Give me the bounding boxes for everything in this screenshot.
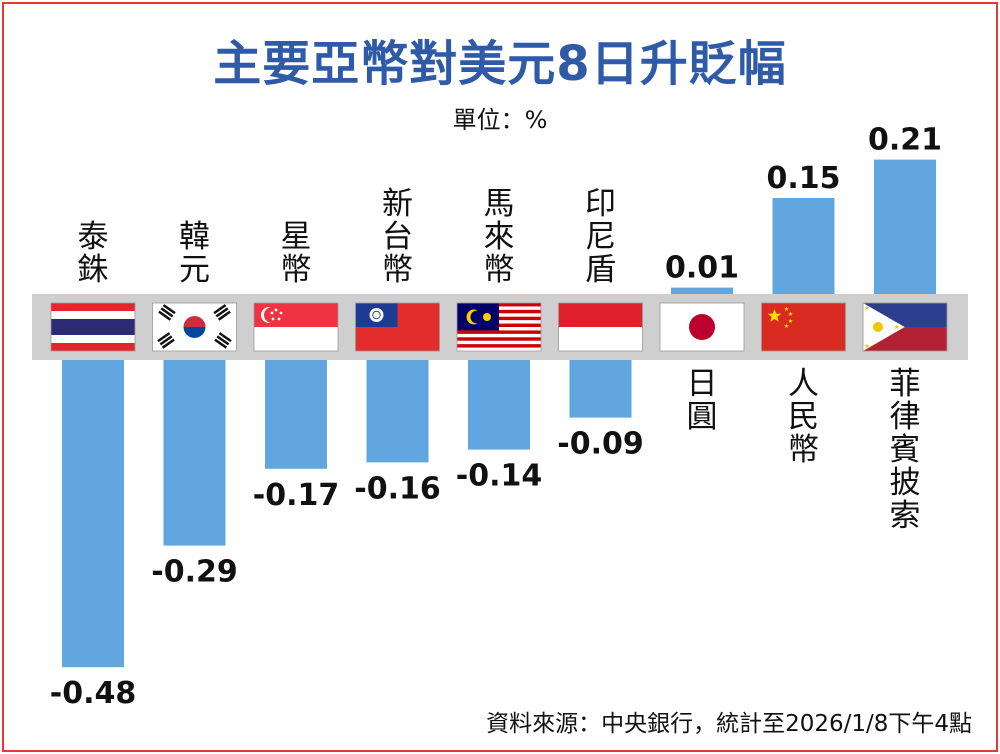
category-label-3: 新台幣 bbox=[382, 186, 413, 288]
chart-title: 主要亞幣對美元8日升貶幅 bbox=[213, 36, 787, 92]
unit-label: 單位：% bbox=[452, 106, 548, 134]
value-label-5: -0.09 bbox=[557, 427, 643, 462]
bar-5 bbox=[569, 360, 632, 418]
source-note: 資料來源：中央銀行，統計至2026/1/8下午4點 bbox=[486, 711, 972, 737]
value-label-0: -0.48 bbox=[50, 676, 136, 711]
category-label-5: 印尼盾 bbox=[585, 186, 616, 288]
category-label-6: 日圓 bbox=[687, 366, 718, 435]
value-label-6: 0.01 bbox=[665, 251, 739, 286]
bar-2 bbox=[265, 360, 327, 469]
japan-flag-icon bbox=[659, 302, 745, 352]
bar-6 bbox=[671, 287, 733, 294]
category-label-1: 韓元 bbox=[179, 219, 210, 288]
category-label-7: 人民幣 bbox=[788, 366, 819, 468]
category-label-2: 星幣 bbox=[281, 219, 312, 288]
bar-1 bbox=[163, 360, 226, 546]
malaysia-flag-icon bbox=[456, 302, 542, 352]
value-label-8: 0.21 bbox=[868, 123, 942, 158]
value-label-3: -0.16 bbox=[354, 471, 440, 506]
bar-0 bbox=[62, 360, 124, 668]
bar-7 bbox=[772, 198, 835, 294]
category-label-0: 泰銖 bbox=[78, 219, 109, 288]
thailand-flag-icon bbox=[50, 302, 136, 352]
category-label-8: 菲律賓披索 bbox=[890, 366, 921, 534]
value-label-7: 0.15 bbox=[766, 161, 840, 196]
china-flag-icon bbox=[761, 302, 846, 352]
south-korea-flag-icon bbox=[152, 302, 237, 352]
bar-4 bbox=[468, 360, 530, 450]
value-label-2: -0.17 bbox=[253, 478, 339, 513]
value-label-1: -0.29 bbox=[151, 555, 237, 590]
bar-8 bbox=[874, 159, 936, 294]
singapore-flag-icon bbox=[253, 302, 339, 352]
philippines-flag-icon bbox=[862, 302, 948, 352]
indonesia-flag-icon bbox=[558, 302, 643, 352]
bar-3 bbox=[366, 360, 429, 463]
category-label-4: 馬來幣 bbox=[484, 186, 515, 288]
value-label-4: -0.14 bbox=[456, 459, 542, 494]
taiwan-flag-icon bbox=[355, 302, 440, 352]
